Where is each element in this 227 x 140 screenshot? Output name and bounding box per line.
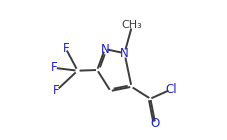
Text: F: F (53, 84, 60, 97)
Text: N: N (120, 47, 128, 60)
Text: CH₃: CH₃ (121, 20, 142, 30)
Text: N: N (100, 43, 109, 55)
Text: O: O (150, 117, 159, 130)
Text: F: F (62, 42, 69, 55)
Text: F: F (51, 61, 58, 74)
Text: Cl: Cl (164, 83, 176, 96)
